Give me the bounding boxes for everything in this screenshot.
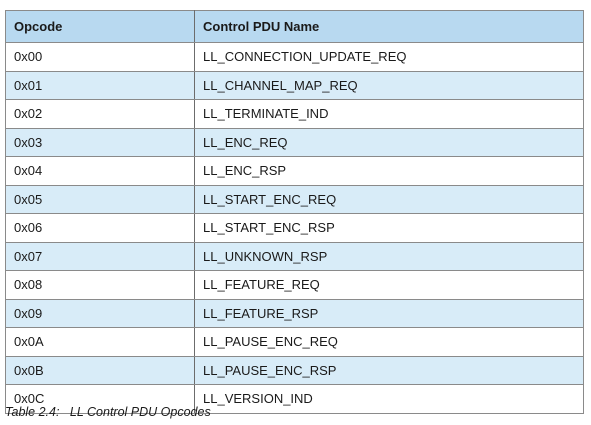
header-opcode: Opcode bbox=[5, 10, 195, 43]
table-body: 0x00 LL_CONNECTION_UPDATE_REQ 0x01 LL_CHANN… bbox=[5, 42, 584, 414]
table-row: 0x0C LL_VERSION_IND bbox=[5, 384, 584, 414]
table-row: 0x0B LL_PAUSE_ENC_RSP bbox=[5, 356, 584, 385]
pdu-name-cell: LL_TERMINATE_IND bbox=[194, 99, 584, 129]
opcode-cell: 0x08 bbox=[5, 270, 195, 300]
opcode-cell: 0x03 bbox=[5, 128, 195, 157]
opcode-cell: 0x0B bbox=[5, 356, 195, 385]
pdu-name-cell: LL_CHANNEL_MAP_REQ bbox=[194, 71, 584, 100]
table-row: 0x04 LL_ENC_RSP bbox=[5, 156, 584, 186]
caption-title: LL Control PDU Opcodes bbox=[69, 405, 211, 419]
table-row: 0x0A LL_PAUSE_ENC_REQ bbox=[5, 327, 584, 357]
pdu-opcode-table: Opcode Control PDU Name 0x00 LL_CONNECTIO… bbox=[5, 10, 584, 414]
opcode-cell: 0x01 bbox=[5, 71, 195, 100]
pdu-name-cell: LL_PAUSE_ENC_REQ bbox=[194, 327, 584, 357]
header-control-pdu-name: Control PDU Name bbox=[194, 10, 584, 43]
opcode-cell: 0x00 bbox=[5, 42, 195, 72]
caption-label: Table 2.4: bbox=[5, 405, 60, 419]
opcode-cell: 0x0C bbox=[5, 384, 195, 414]
opcode-cell: 0x07 bbox=[5, 242, 195, 271]
opcode-cell: 0x02 bbox=[5, 99, 195, 129]
table-row: 0x09 LL_FEATURE_RSP bbox=[5, 299, 584, 328]
pdu-name-cell: LL_FEATURE_RSP bbox=[194, 299, 584, 328]
table-row: 0x08 LL_FEATURE_REQ bbox=[5, 270, 584, 300]
table-row: 0x00 LL_CONNECTION_UPDATE_REQ bbox=[5, 42, 584, 72]
pdu-name-cell: LL_START_ENC_RSP bbox=[194, 213, 584, 243]
pdu-name-cell: LL_ENC_REQ bbox=[194, 128, 584, 157]
pdu-name-cell: LL_FEATURE_REQ bbox=[194, 270, 584, 300]
table-row: 0x01 LL_CHANNEL_MAP_REQ bbox=[5, 71, 584, 100]
table-row: 0x05 LL_START_ENC_REQ bbox=[5, 185, 584, 214]
pdu-opcode-table-container: Opcode Control PDU Name 0x00 LL_CONNECTIO… bbox=[5, 10, 584, 414]
table-row: 0x03 LL_ENC_REQ bbox=[5, 128, 584, 157]
pdu-name-cell: LL_CONNECTION_UPDATE_REQ bbox=[194, 42, 584, 72]
pdu-name-cell: LL_ENC_RSP bbox=[194, 156, 584, 186]
opcode-cell: 0x05 bbox=[5, 185, 195, 214]
opcode-cell: 0x04 bbox=[5, 156, 195, 186]
opcode-cell: 0x06 bbox=[5, 213, 195, 243]
table-row: 0x06 LL_START_ENC_RSP bbox=[5, 213, 584, 243]
opcode-cell: 0x09 bbox=[5, 299, 195, 328]
pdu-name-cell: LL_VERSION_IND bbox=[194, 384, 584, 414]
table-header-row: Opcode Control PDU Name bbox=[5, 10, 584, 43]
pdu-name-cell: LL_PAUSE_ENC_RSP bbox=[194, 356, 584, 385]
opcode-cell: 0x0A bbox=[5, 327, 195, 357]
pdu-name-cell: LL_UNKNOWN_RSP bbox=[194, 242, 584, 271]
table-row: 0x02 LL_TERMINATE_IND bbox=[5, 99, 584, 129]
pdu-name-cell: LL_START_ENC_REQ bbox=[194, 185, 584, 214]
table-row: 0x07 LL_UNKNOWN_RSP bbox=[5, 242, 584, 271]
table-caption: Table 2.4: LL Control PDU Opcodes bbox=[5, 405, 211, 419]
